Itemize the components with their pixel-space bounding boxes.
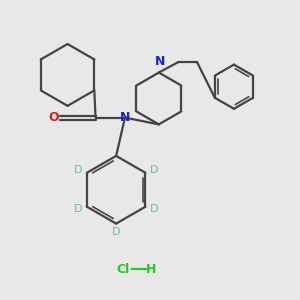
Text: D: D <box>149 204 158 214</box>
Text: D: D <box>74 204 83 214</box>
Text: D: D <box>149 166 158 176</box>
Text: H: H <box>146 263 157 276</box>
Text: O: O <box>48 111 59 124</box>
Text: N: N <box>120 111 130 124</box>
Text: D: D <box>74 166 83 176</box>
Text: Cl: Cl <box>117 263 130 276</box>
Text: N: N <box>155 55 166 68</box>
Text: D: D <box>112 227 120 237</box>
